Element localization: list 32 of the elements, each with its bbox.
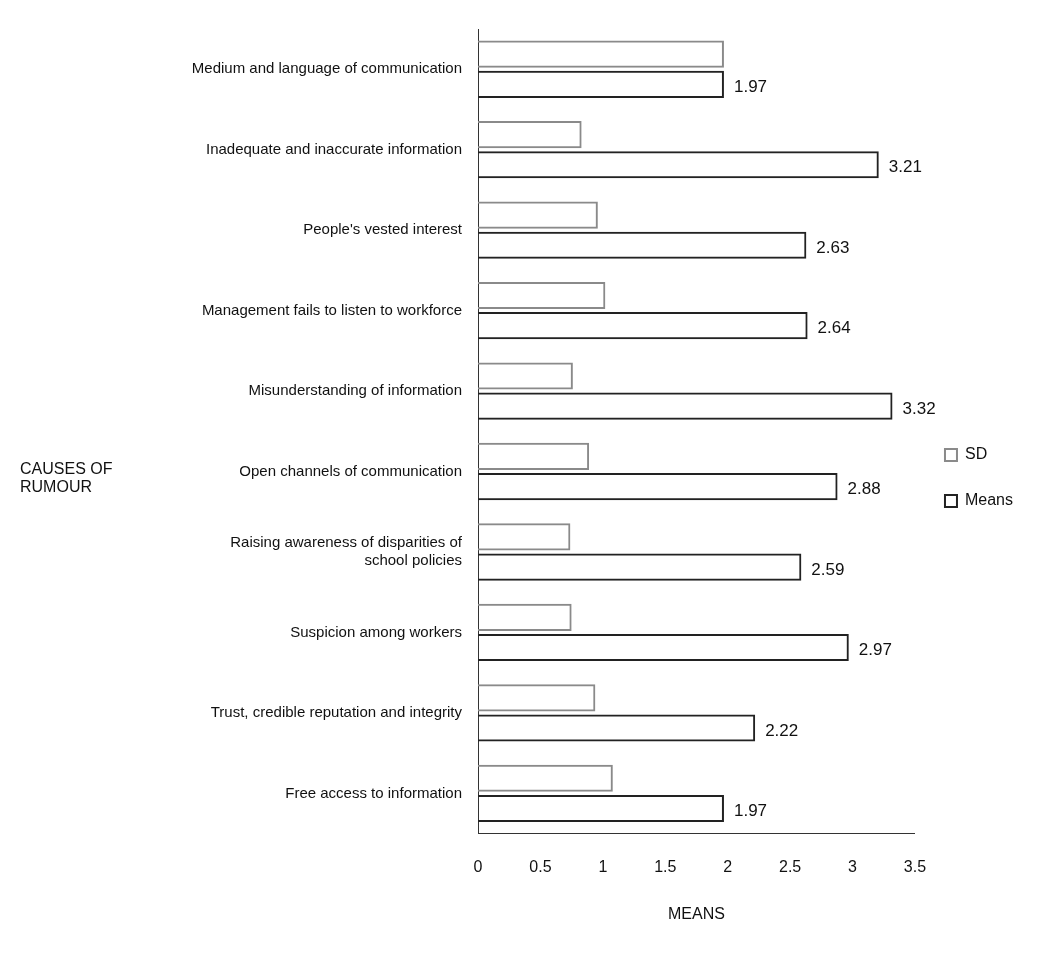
y-axis-title: CAUSES OF RUMOUR (20, 460, 113, 495)
y-tick-label: Management fails to listen to workforce (201, 300, 462, 318)
data-label: 1.97 (733, 77, 768, 96)
x-tick-label: 2.5 (779, 857, 802, 875)
legend-label: SD (964, 445, 988, 463)
data-label: 3.21 (888, 157, 922, 177)
x-tick-label: 1 (598, 857, 608, 875)
x-tick-label: 3 (848, 857, 858, 875)
y-tick-label: Open channels of communication (239, 461, 462, 479)
data-label: 2.97 (858, 640, 892, 660)
data-label: 2.88 (847, 479, 881, 499)
legend-label: Means (964, 491, 1014, 509)
y-tick-label: Medium and language of communication (191, 59, 462, 77)
data-label: 2.59 (811, 559, 845, 579)
data-label: 3.32 (902, 398, 936, 418)
y-tick-label: Misunderstanding of information (248, 381, 462, 399)
y-tick-label: Suspicion among workers (290, 622, 462, 640)
x-tick-label: 0 (473, 857, 483, 875)
data-label: 2.64 (817, 318, 851, 338)
x-axis-title: MEANS (668, 904, 725, 922)
y-tick-label: People's vested interest (303, 220, 463, 238)
y-tick-label: Raising awareness of disparities of school policies (230, 533, 463, 569)
y-tick-label: Trust, credible reputation and integrity (210, 703, 463, 721)
data-label: 1.97 (733, 801, 768, 821)
y-tick-label: Free access to information (285, 783, 462, 801)
data-label: 2.22 (765, 720, 799, 740)
x-tick-label: 1.5 (654, 857, 677, 875)
y-tick-label: Inadequate and inaccurate information (205, 139, 462, 157)
x-tick-label: 0.5 (529, 857, 552, 875)
x-tick-label: 3.5 (903, 857, 927, 875)
data-label: 2.63 (816, 237, 850, 257)
x-tick-label: 2 (723, 857, 733, 875)
